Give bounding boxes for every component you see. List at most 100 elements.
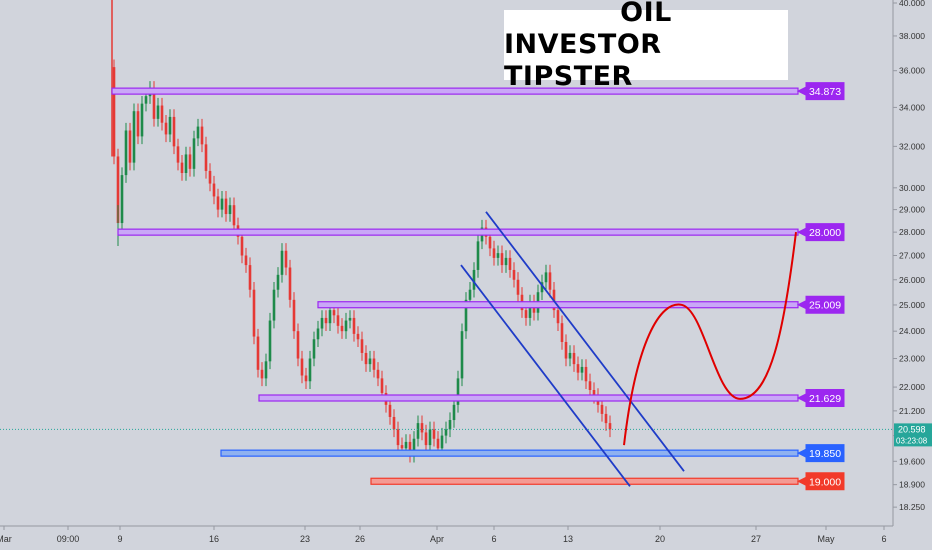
candle-body xyxy=(424,432,428,446)
candle-body xyxy=(140,103,144,137)
y-tick-label: 36.000 xyxy=(899,66,925,76)
candle-body xyxy=(116,156,120,224)
candle-body xyxy=(312,339,316,359)
candle-body xyxy=(400,445,404,449)
candle-body xyxy=(316,328,320,340)
level-label-box xyxy=(796,82,845,101)
candle-body xyxy=(296,331,300,359)
candle-body xyxy=(468,289,472,300)
candle-body xyxy=(556,310,560,324)
y-tick-label: 27.000 xyxy=(899,251,925,261)
y-tick-label: 21.200 xyxy=(899,406,925,416)
title-box: OIL INVESTOR TIPSTER xyxy=(504,0,788,92)
y-tick-label: 23.000 xyxy=(899,354,925,364)
candle-body xyxy=(224,198,228,215)
level-label-text: 28.000 xyxy=(809,227,841,239)
candle-body xyxy=(436,438,440,449)
level-label-box xyxy=(796,444,845,463)
candle-body xyxy=(208,170,212,184)
current-price-text: 20.598 xyxy=(898,424,926,434)
projected-path xyxy=(623,232,797,446)
candle-body xyxy=(584,366,588,382)
candle-body xyxy=(368,358,372,365)
candle-body xyxy=(452,404,456,421)
x-tick-label: 9 xyxy=(117,534,122,544)
candle-body xyxy=(408,441,412,455)
candle-body xyxy=(172,116,176,147)
y-tick-label: 19.600 xyxy=(899,456,925,466)
candle-body xyxy=(156,105,160,119)
candle-body xyxy=(136,111,140,137)
candle-body xyxy=(412,438,416,455)
candle-body xyxy=(344,320,348,332)
candle-body xyxy=(184,154,188,174)
candle-body xyxy=(292,299,296,332)
level-band xyxy=(220,449,799,457)
y-tick-label: 18.250 xyxy=(899,502,925,512)
candle-body xyxy=(380,378,384,393)
candle-body xyxy=(280,250,284,275)
candle-body xyxy=(404,441,408,449)
y-tick-label: 32.000 xyxy=(899,141,925,151)
candle-body xyxy=(572,352,576,365)
candle-body xyxy=(580,366,584,373)
candle-body xyxy=(560,323,564,342)
candle-body xyxy=(212,183,216,197)
candle-body xyxy=(356,333,360,340)
level-label-box xyxy=(796,472,845,491)
candle-body xyxy=(388,404,392,417)
candle-body xyxy=(432,429,436,439)
y-tick-label: 30.000 xyxy=(899,183,925,193)
candle-body xyxy=(372,358,376,370)
candle-body xyxy=(220,198,224,210)
candle-body xyxy=(524,310,528,318)
x-tick-label: May xyxy=(817,534,835,544)
candle-body xyxy=(456,378,460,405)
candle-body xyxy=(428,429,432,446)
candle-body xyxy=(352,317,356,334)
candle-body xyxy=(164,122,168,135)
candle-body xyxy=(540,282,544,293)
candle-body xyxy=(288,267,292,300)
candle-body xyxy=(604,413,608,424)
candle-body xyxy=(252,289,256,337)
x-tick-label: Mar xyxy=(0,534,12,544)
x-tick-label: 13 xyxy=(563,534,573,544)
candle-body xyxy=(196,126,200,139)
candle-body xyxy=(528,302,532,318)
candle-body xyxy=(464,299,468,332)
candle-body xyxy=(244,255,248,266)
candle-body xyxy=(112,67,116,157)
title-line-1: OIL xyxy=(620,0,672,28)
y-tick-label: 34.000 xyxy=(899,102,925,112)
candle-body xyxy=(512,269,516,280)
level-label-box xyxy=(796,295,845,314)
candle-body xyxy=(128,130,132,163)
candle-body xyxy=(328,310,332,324)
candle-body xyxy=(564,341,568,359)
candle-body xyxy=(504,257,508,266)
level-label-box xyxy=(796,389,845,408)
candle-body xyxy=(500,253,504,266)
candle-body xyxy=(168,116,172,135)
candle-body xyxy=(544,272,548,283)
y-tick-label: 38.000 xyxy=(899,31,925,41)
y-tick-label: 28.000 xyxy=(899,227,925,237)
candle-body xyxy=(284,250,288,268)
y-tick-label: 40.000 xyxy=(899,0,925,8)
y-tick-label: 24.000 xyxy=(899,326,925,336)
level-band xyxy=(370,477,799,485)
candle-body xyxy=(492,248,496,258)
x-tick-label: 27 xyxy=(751,534,761,544)
candle-body xyxy=(592,390,596,396)
candle-body xyxy=(124,130,128,176)
candle-body xyxy=(308,358,312,382)
candle-body xyxy=(392,416,396,430)
level-band xyxy=(117,228,799,236)
candle-body xyxy=(416,423,420,439)
candle-body xyxy=(300,358,304,376)
candle-body xyxy=(600,404,604,414)
candle-body xyxy=(160,105,164,123)
candle-body xyxy=(232,205,236,226)
